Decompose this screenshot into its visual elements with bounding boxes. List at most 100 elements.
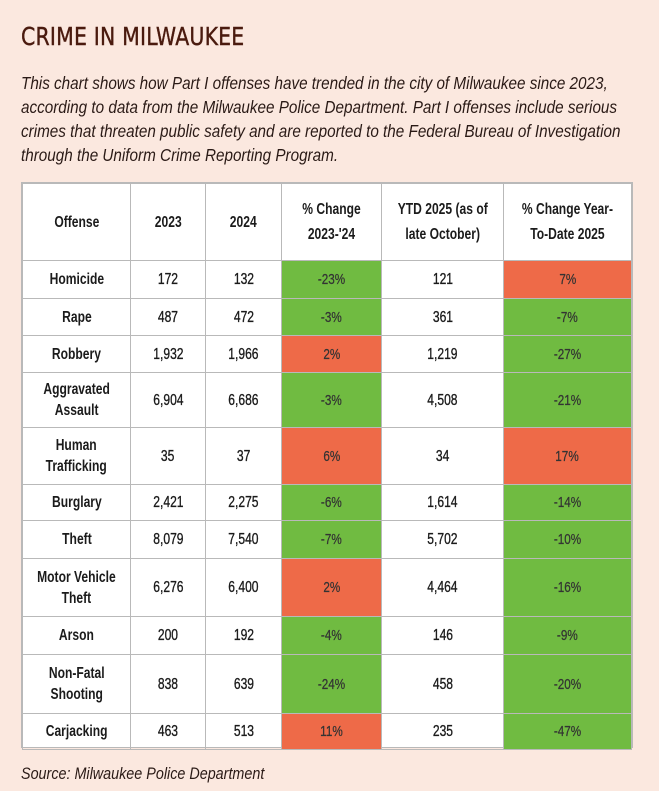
offense-cell: Carjacking bbox=[22, 713, 131, 750]
crime-table-container: Offense 2023 2024 % Change 2023-'24 YTD 2025 … bbox=[21, 182, 633, 750]
header-label-line: 2023 bbox=[154, 213, 182, 231]
count-2024-cell: 1,966 bbox=[205, 335, 282, 373]
cell-value: 463 bbox=[157, 723, 179, 740]
cell-value: -3% bbox=[321, 391, 342, 409]
header-label: % Change 2023-'24 bbox=[302, 197, 360, 247]
cell-value: 235 bbox=[432, 723, 453, 740]
table-row: Aggravated Assault 6,904 6,686 -3% 4,508 -21% bbox=[22, 372, 632, 428]
offense-label: Motor Vehicle Theft bbox=[37, 567, 116, 609]
table-row: Arson 200 192 -4% 146 -9% bbox=[22, 616, 632, 655]
cell-value: 6,400 bbox=[228, 579, 259, 596]
cell-value: 4,508 bbox=[427, 391, 458, 409]
source-note: Source: Milwaukee Police Department bbox=[21, 765, 265, 783]
crime-table: Offense 2023 2024 % Change 2023-'24 YTD 2025 … bbox=[22, 183, 632, 750]
cell-value: 7,540 bbox=[228, 531, 259, 548]
count-2024-cell: 513 bbox=[205, 713, 282, 750]
count-2023-cell: 35 bbox=[130, 427, 206, 485]
cell-value: 472 bbox=[233, 308, 254, 326]
ytd-2025-cell: 146 bbox=[381, 616, 504, 655]
offense-label-line: Assault bbox=[54, 402, 99, 419]
header-label-line: % Change Year- bbox=[521, 201, 614, 218]
cell-value: 11% bbox=[320, 723, 343, 740]
count-2023-cell: 8,079 bbox=[130, 520, 206, 559]
cell-value: 35 bbox=[161, 447, 175, 465]
cell-value: 17% bbox=[555, 447, 580, 465]
change-2023-24-cell: -6% bbox=[281, 484, 382, 521]
cell-value: -20% bbox=[553, 675, 582, 693]
cell-value: -7% bbox=[557, 308, 578, 326]
count-2024-cell: 6,400 bbox=[205, 558, 282, 617]
cell-value: 458 bbox=[432, 675, 453, 693]
header-offense: Offense bbox=[22, 183, 131, 261]
offense-label-line: Homicide bbox=[49, 271, 104, 288]
page-title: CRIME IN MILWAUKEE bbox=[21, 22, 245, 51]
cell-value: 487 bbox=[157, 308, 179, 326]
offense-label: Rape bbox=[62, 307, 92, 328]
count-2023-cell: 1,932 bbox=[130, 335, 206, 373]
offense-label-line: Non-Fatal bbox=[48, 665, 105, 682]
offense-label: Non-Fatal Shooting bbox=[49, 663, 105, 705]
change-ytd-2025-cell: -21% bbox=[503, 372, 632, 428]
table-row: Human Trafficking 35 37 6% 34 17% bbox=[22, 427, 632, 485]
cell-value: 639 bbox=[233, 675, 254, 693]
change-ytd-2025-cell: 17% bbox=[503, 427, 632, 485]
change-ytd-2025-cell: -14% bbox=[503, 484, 632, 521]
change-ytd-2025-cell: -9% bbox=[503, 616, 632, 655]
ytd-2025-cell: 4,464 bbox=[381, 558, 504, 617]
change-2023-24-cell: -24% bbox=[281, 654, 382, 714]
cell-value: 8,079 bbox=[152, 531, 184, 548]
header-label-line: late October) bbox=[405, 226, 480, 243]
cell-value: -24% bbox=[317, 675, 346, 693]
ytd-2025-cell: 5,702 bbox=[381, 520, 504, 559]
table-row: Theft 8,079 7,540 -7% 5,702 -10% bbox=[22, 520, 632, 559]
count-2023-cell: 487 bbox=[130, 298, 206, 336]
offense-cell: Burglary bbox=[22, 484, 131, 521]
offense-label-line: Rape bbox=[61, 308, 92, 326]
offense-cell: Aggravated Assault bbox=[22, 372, 131, 428]
ytd-2025-cell: 121 bbox=[381, 260, 504, 299]
offense-label: Arson bbox=[59, 625, 94, 646]
offense-label-line: Aggravated bbox=[43, 381, 110, 398]
offense-label: Carjacking bbox=[46, 721, 108, 742]
offense-cell: Non-Fatal Shooting bbox=[22, 654, 131, 714]
cell-value: 2,421 bbox=[152, 494, 184, 511]
offense-cell: Arson bbox=[22, 616, 131, 655]
cell-value: 34 bbox=[435, 447, 450, 465]
table-header-row: Offense 2023 2024 % Change 2023-'24 YTD 2025 … bbox=[22, 183, 632, 261]
count-2024-cell: 6,686 bbox=[205, 372, 282, 428]
change-2023-24-cell: 6% bbox=[281, 427, 382, 485]
cell-value: 1,966 bbox=[228, 345, 259, 363]
chart-description: This chart shows how Part I offenses hav… bbox=[21, 73, 621, 165]
cell-value: -4% bbox=[321, 627, 342, 644]
count-2024-cell: 2,275 bbox=[205, 484, 282, 521]
change-ytd-2025-cell: -27% bbox=[503, 335, 632, 373]
change-ytd-2025-cell: -47% bbox=[503, 713, 632, 750]
offense-label-line: Theft bbox=[61, 589, 92, 607]
count-2024-cell: 192 bbox=[205, 616, 282, 655]
header-label-line: Offense bbox=[53, 213, 100, 231]
header-ytd-2025: YTD 2025 (as of late October) bbox=[381, 183, 504, 261]
header-label-line: 2023-'24 bbox=[307, 226, 356, 243]
cell-value: -21% bbox=[553, 391, 582, 409]
cell-value: 6,904 bbox=[152, 391, 184, 409]
count-2024-cell: 132 bbox=[205, 260, 282, 299]
change-ytd-2025-cell: -20% bbox=[503, 654, 632, 714]
header-label-line: 2024 bbox=[230, 213, 257, 231]
change-ytd-2025-cell: -10% bbox=[503, 520, 632, 559]
cell-value: 2% bbox=[323, 579, 340, 596]
count-2024-cell: 37 bbox=[205, 427, 282, 485]
count-2024-cell: 639 bbox=[205, 654, 282, 714]
count-2023-cell: 838 bbox=[130, 654, 206, 714]
change-2023-24-cell: -7% bbox=[281, 520, 382, 559]
offense-cell: Motor Vehicle Theft bbox=[22, 558, 131, 617]
offense-label: Theft bbox=[62, 529, 92, 550]
offense-label-line: Shooting bbox=[50, 686, 103, 703]
count-2023-cell: 6,276 bbox=[130, 558, 206, 617]
ytd-2025-cell: 361 bbox=[381, 298, 504, 336]
table-row: Carjacking 463 513 11% 235 -47% bbox=[22, 713, 632, 750]
cell-value: 2% bbox=[323, 345, 340, 363]
offense-label-line: Arson bbox=[59, 627, 94, 644]
ytd-2025-cell: 34 bbox=[381, 427, 504, 485]
ytd-2025-cell: 458 bbox=[381, 654, 504, 714]
header-label-line: YTD 2025 (as of bbox=[397, 201, 488, 218]
